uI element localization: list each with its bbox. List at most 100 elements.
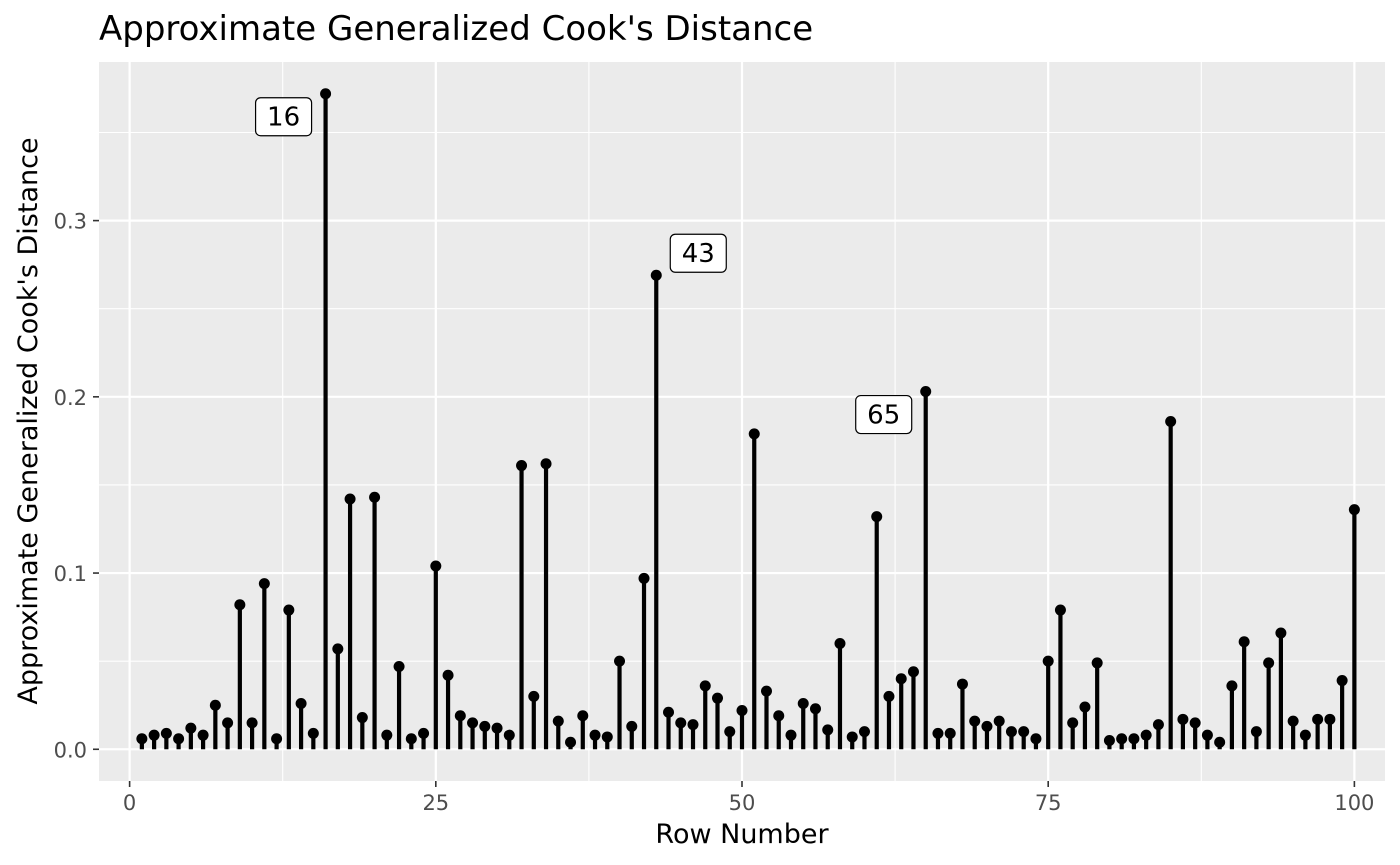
- data-point: [1275, 627, 1287, 639]
- data-point: [320, 88, 332, 100]
- data-point: [479, 720, 491, 732]
- y-tick-label: 0.3: [54, 210, 87, 234]
- annotation-label: 16: [254, 97, 313, 137]
- data-point: [430, 560, 442, 572]
- data-point: [442, 669, 454, 681]
- x-tick-label: 25: [422, 791, 449, 815]
- data-point: [589, 729, 601, 741]
- data-point: [1238, 636, 1250, 648]
- data-point: [234, 599, 246, 611]
- annotation-label: 65: [855, 394, 913, 435]
- data-point: [307, 727, 319, 739]
- data-point: [981, 720, 993, 732]
- data-point: [614, 655, 626, 667]
- data-point: [1201, 729, 1213, 741]
- data-point: [895, 673, 907, 685]
- data-point: [1226, 680, 1238, 692]
- data-point: [332, 643, 344, 655]
- data-point: [1103, 734, 1115, 746]
- data-point: [601, 731, 613, 743]
- data-point: [136, 733, 148, 745]
- data-point: [1165, 416, 1177, 427]
- data-point: [760, 685, 772, 697]
- data-point: [246, 717, 258, 729]
- y-tick-label: 0.0: [54, 738, 87, 762]
- data-point: [565, 736, 577, 748]
- data-point: [185, 722, 197, 734]
- data-point: [797, 697, 809, 709]
- annotation-label: 43: [669, 233, 727, 273]
- data-point: [822, 724, 834, 736]
- y-tick-label: 0.1: [54, 562, 87, 586]
- data-point: [1299, 729, 1311, 741]
- data-point: [1312, 713, 1324, 725]
- data-point: [467, 717, 479, 729]
- data-point: [356, 712, 368, 724]
- chart-title: Approximate Generalized Cook's Distance: [99, 9, 813, 49]
- annotation-text: 65: [867, 401, 900, 431]
- data-point: [626, 720, 638, 732]
- data-point: [344, 493, 356, 505]
- data-point: [675, 717, 687, 729]
- data-point: [209, 699, 221, 711]
- data-point: [1030, 733, 1042, 745]
- data-point: [148, 729, 160, 741]
- data-point: [1005, 726, 1017, 738]
- data-point: [846, 731, 858, 743]
- data-point: [1042, 655, 1054, 667]
- data-point: [883, 690, 895, 702]
- data-point: [944, 727, 956, 739]
- data-point: [773, 710, 785, 722]
- annotations: 16 43 65: [254, 97, 913, 435]
- data-point: [1263, 657, 1275, 669]
- data-point: [503, 729, 515, 741]
- data-point: [932, 727, 944, 739]
- data-point: [258, 578, 270, 590]
- data-point: [1018, 726, 1030, 738]
- data-point: [173, 733, 185, 745]
- annotation-box: [855, 394, 913, 435]
- y-tick-label: 0.2: [54, 386, 87, 410]
- data-point: [1189, 717, 1201, 729]
- annotation-box: [669, 233, 727, 273]
- data-point: [736, 705, 748, 717]
- data-point: [907, 666, 919, 678]
- data-point: [663, 706, 675, 718]
- data-point: [1128, 733, 1140, 745]
- data-point: [687, 719, 699, 731]
- data-point: [956, 678, 968, 690]
- data-point: [222, 717, 234, 729]
- data-point: [920, 386, 932, 398]
- data-point: [650, 269, 662, 281]
- annotation-text: 43: [682, 239, 715, 269]
- data-point: [858, 726, 870, 738]
- data-point: [160, 727, 172, 739]
- data-point: [809, 703, 821, 715]
- data-point: [1250, 726, 1262, 738]
- data-point: [1348, 504, 1360, 516]
- data-point: [712, 692, 724, 704]
- data-point: [1091, 657, 1103, 669]
- data-point: [491, 722, 503, 734]
- data-point: [381, 729, 393, 741]
- data-point: [871, 511, 883, 523]
- data-point: [393, 660, 405, 672]
- data-point: [1079, 701, 1091, 713]
- data-point: [283, 604, 295, 616]
- data-point: [1177, 713, 1189, 725]
- x-tick-label: 0: [123, 791, 136, 815]
- annotation-text: 16: [267, 103, 300, 133]
- data-point: [969, 715, 981, 727]
- x-tick-label: 100: [1334, 791, 1374, 815]
- data-point: [552, 715, 564, 727]
- data-point: [638, 572, 650, 584]
- data-point: [1054, 604, 1066, 616]
- data-point: [418, 727, 430, 739]
- data-point: [724, 726, 736, 738]
- data-point: [197, 729, 209, 741]
- points: [136, 88, 1360, 748]
- data-point: [454, 710, 466, 722]
- data-point: [834, 638, 846, 650]
- data-point: [1140, 729, 1152, 741]
